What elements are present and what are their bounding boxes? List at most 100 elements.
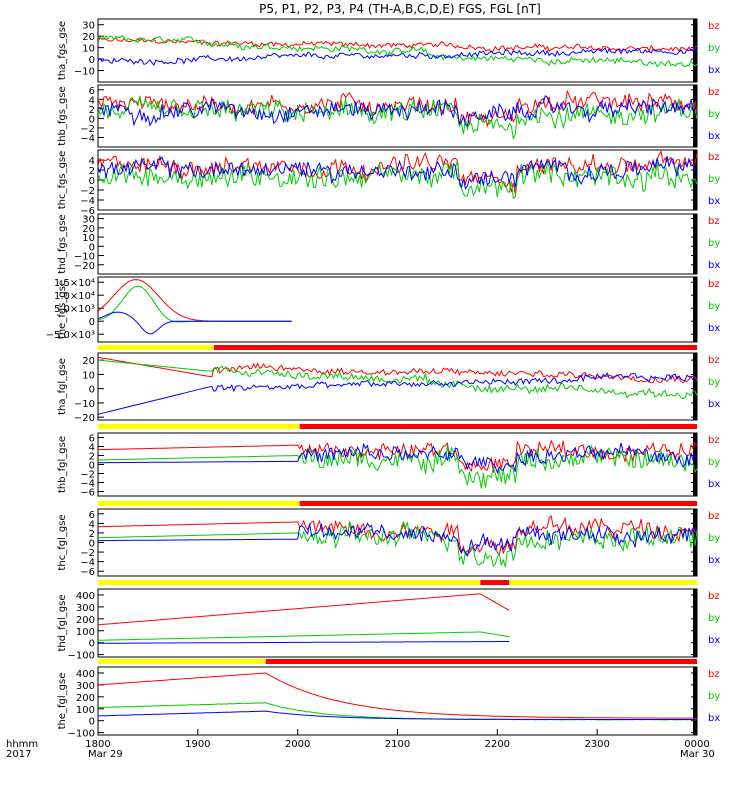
y-tick-label: 10 [82,370,95,381]
x-axis-start-label: hhmm [6,739,38,750]
y-tick-label: 0 [89,55,95,66]
y-tick-label: −5.0×10³ [46,330,95,341]
y-tick-label: 100 [76,627,95,638]
y-tick-label: 0 [89,539,95,550]
mode-bar-slow [509,580,697,585]
legend-bz: bz [708,669,720,680]
mode-bar-fast [213,345,697,350]
x-axis: hhmm 2017 Mar 29 Mar 30 1800 1900 2000 2100… [6,729,715,760]
x-axis-first-date: Mar 29 [88,749,123,760]
right-edge-ticks [693,277,697,342]
y-tick-label: −100 [68,651,95,662]
y-axis-label: tha_fgs_gse [57,21,68,80]
legend-by: by [708,301,720,312]
y-tick-label: 400 [76,591,95,602]
y-tick-label: 6 [89,510,95,521]
y-tick-label: 20 [82,356,95,367]
panel-frame [97,352,698,421]
y-tick-label: 6 [89,86,95,97]
series-bx [98,46,697,66]
legend-bx: bx [708,196,720,207]
y-tick-label: 0 [89,717,95,728]
panel-frame [97,213,698,275]
right-edge-ticks [693,353,697,420]
y-tick-label: −4 [80,558,95,569]
series-bx [98,311,292,335]
y-tick-label: −2 [80,548,95,559]
y-tick-label: 30 [82,21,95,32]
legend-bx: bx [708,555,720,566]
y-tick-label: 100 [76,705,95,716]
y-tick-label: −10 [74,67,95,78]
legend-by: by [708,533,720,544]
legend-bx: bx [708,399,720,410]
y-tick-label: −100 [68,729,95,740]
mode-bar-slow [98,345,214,350]
y-axis-label: thc_fgl_gse [57,514,68,570]
series-bz [98,37,697,53]
x-tick-label: 2000 [285,739,310,750]
right-edge-ticks [693,19,697,82]
series-bx [98,442,697,474]
y-tick-label: −10 [74,399,95,410]
y-tick-label: 30 [82,215,95,226]
right-edge-ticks [693,85,697,147]
right-edge-ticks [693,589,697,657]
y-tick-label: 2 [89,166,95,177]
legend-by: by [708,613,720,624]
legend-bz: bz [708,591,720,602]
y-axis-label: thd_fgs_gse [57,214,68,273]
legend-by: by [708,691,720,702]
y-tick-label: 1.5×10⁴ [54,278,95,289]
series-bz [98,439,697,473]
series-bz [98,514,697,557]
y-tick-label: 4 [89,443,95,454]
panel-frame [97,666,698,736]
y-tick-label: −6 [80,206,95,217]
legend-bx: bx [708,479,720,490]
y-tick-label: 0 [89,639,95,650]
series-bx [98,641,510,644]
legend-bz: bz [708,152,720,163]
y-tick-label: 0 [89,461,95,472]
y-tick-label: −10 [74,252,95,263]
y-tick-label: −6 [80,488,95,499]
y-tick-label: 10 [82,233,95,244]
series-bz [98,89,697,128]
panel-tha_fgl_gse: 20 10 0 −10 −20 tha_fgl_gse bz by bx [57,345,720,424]
series-bx [98,710,697,720]
right-edge-ticks [693,214,697,274]
y-axis-label: thb_fgs_gse [57,86,68,145]
y-tick-label: 4 [89,519,95,530]
legend-bx: bx [708,713,720,724]
y-tick-label: 2 [89,529,95,540]
y-tick-label: −4 [80,133,95,144]
legend-by: by [708,174,720,185]
y-tick-label: 2 [89,452,95,463]
series-by [98,444,697,489]
y-tick-label: −2 [80,186,95,197]
panel-frame [97,149,698,211]
legend-bz: bz [708,435,720,446]
y-tick-label: −4 [80,196,95,207]
y-tick-label: 0 [89,114,95,125]
x-tick-label: 0000 [684,739,709,750]
x-tick-label: 1800 [85,739,110,750]
mode-bar-fast [299,501,697,506]
mode-bar-fast [299,424,697,429]
panel-frame [97,18,698,83]
y-axis-label: thc_fgs_gse [57,151,68,210]
x-axis-last-date: Mar 30 [680,749,715,760]
legend-bz: bz [708,21,720,32]
y-tick-label: 20 [82,224,95,235]
x-tick-label: 2100 [385,739,410,750]
y-axis-label: tha_fgl_gse [57,358,68,415]
right-edge-ticks [693,433,697,496]
right-edge-ticks [693,667,697,735]
